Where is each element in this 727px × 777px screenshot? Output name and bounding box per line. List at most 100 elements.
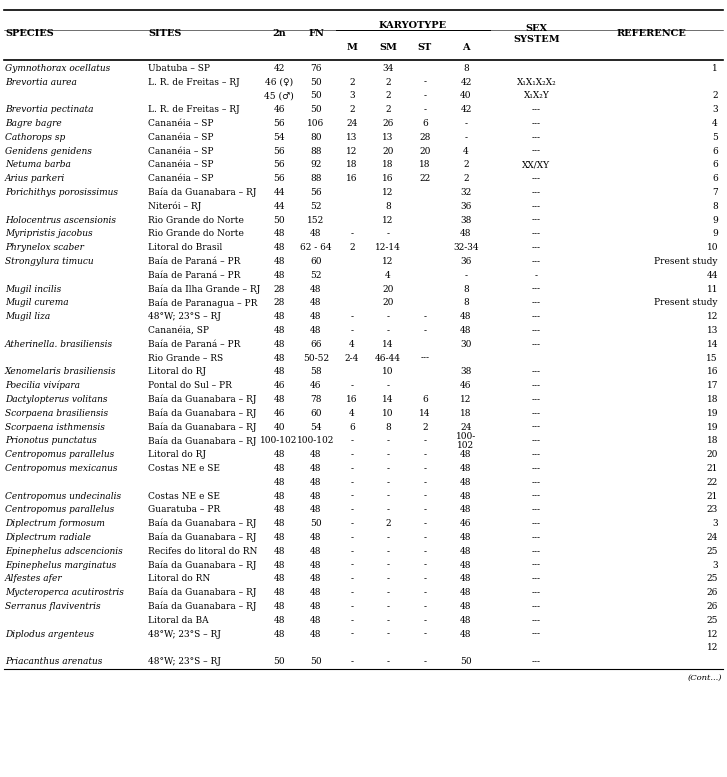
Text: 32-34: 32-34	[453, 243, 479, 253]
Text: -: -	[465, 119, 467, 128]
Text: Scorpaena isthmensis: Scorpaena isthmensis	[5, 423, 105, 431]
Text: 46: 46	[273, 382, 285, 390]
Text: Cananéia, SP: Cananéia, SP	[148, 326, 209, 335]
Text: 80: 80	[310, 133, 322, 141]
Text: ---: ---	[532, 243, 541, 253]
Text: 46: 46	[310, 382, 322, 390]
Text: 10: 10	[382, 409, 394, 418]
Text: Recifes do litoral do RN: Recifes do litoral do RN	[148, 547, 257, 556]
Text: ---: ---	[532, 519, 541, 528]
Text: 21: 21	[707, 464, 718, 473]
Text: 2-4: 2-4	[345, 354, 359, 363]
Text: 25: 25	[707, 574, 718, 584]
Text: ---: ---	[532, 105, 541, 114]
Text: Gymnothorax ocellatus: Gymnothorax ocellatus	[5, 64, 111, 73]
Text: 2: 2	[463, 160, 469, 169]
Text: ---: ---	[532, 202, 541, 211]
Text: 48: 48	[273, 602, 285, 611]
Text: 8: 8	[712, 202, 718, 211]
Text: Baía da Ilha Grande – RJ: Baía da Ilha Grande – RJ	[148, 284, 260, 294]
Text: 92: 92	[310, 160, 321, 169]
Text: 3: 3	[712, 519, 718, 528]
Text: Cathorops sp: Cathorops sp	[5, 133, 65, 141]
Text: -: -	[424, 519, 427, 528]
Text: 48: 48	[310, 505, 322, 514]
Text: 48: 48	[310, 616, 322, 625]
Text: 13: 13	[346, 133, 358, 141]
Text: Strongylura timucu: Strongylura timucu	[5, 257, 94, 266]
Text: ---: ---	[532, 188, 541, 197]
Text: 2: 2	[385, 78, 391, 86]
Text: Baía da Guanabara – RJ: Baía da Guanabara – RJ	[148, 519, 257, 528]
Text: 12: 12	[707, 629, 718, 639]
Text: 48: 48	[460, 560, 472, 570]
Text: 45 (♂): 45 (♂)	[264, 92, 294, 100]
Text: 46: 46	[460, 519, 472, 528]
Text: 2: 2	[463, 174, 469, 183]
Text: 50: 50	[310, 657, 322, 666]
Text: 1: 1	[712, 64, 718, 73]
Text: 12: 12	[346, 147, 358, 155]
Text: -: -	[424, 574, 427, 584]
Text: 48: 48	[460, 312, 472, 321]
Text: 48: 48	[273, 478, 285, 486]
Text: KARYOTYPE: KARYOTYPE	[379, 20, 447, 30]
Text: Litoral do Brasil: Litoral do Brasil	[148, 243, 222, 253]
Text: -: -	[350, 560, 353, 570]
Text: Centropomus mexicanus: Centropomus mexicanus	[5, 464, 118, 473]
Text: 44: 44	[273, 188, 285, 197]
Text: 6: 6	[712, 160, 718, 169]
Text: 48°W; 23°S – RJ: 48°W; 23°S – RJ	[148, 657, 221, 666]
Text: -: -	[350, 478, 353, 486]
Text: 16: 16	[346, 174, 358, 183]
Text: 19: 19	[707, 409, 718, 418]
Text: 56: 56	[310, 188, 322, 197]
Text: 2: 2	[385, 105, 391, 114]
Text: -: -	[350, 505, 353, 514]
Text: 50: 50	[310, 78, 322, 86]
Text: 20: 20	[419, 147, 430, 155]
Text: 38: 38	[460, 215, 472, 225]
Text: 19: 19	[707, 423, 718, 431]
Text: X₁X₂Y: X₁X₂Y	[523, 92, 550, 100]
Text: 60: 60	[310, 409, 322, 418]
Text: (Cont...): (Cont...)	[688, 674, 722, 682]
Text: Cananéia – SP: Cananéia – SP	[148, 119, 214, 128]
Text: 2: 2	[385, 92, 391, 100]
Text: 48: 48	[273, 629, 285, 639]
Text: Genidens genidens: Genidens genidens	[5, 147, 92, 155]
Text: 17: 17	[707, 382, 718, 390]
Text: 6: 6	[712, 174, 718, 183]
Text: -: -	[424, 588, 427, 598]
Text: Present study: Present study	[654, 257, 718, 266]
Text: 24: 24	[707, 533, 718, 542]
Text: Baía da Guanabara – RJ: Baía da Guanabara – RJ	[148, 533, 257, 542]
Text: -: -	[350, 450, 353, 459]
Text: 2: 2	[422, 423, 427, 431]
Text: Cananéia – SP: Cananéia – SP	[148, 147, 214, 155]
Text: Prionotus punctatus: Prionotus punctatus	[5, 437, 97, 445]
Text: Rio Grande do Norte: Rio Grande do Norte	[148, 215, 244, 225]
Text: -: -	[387, 229, 390, 239]
Text: -: -	[387, 450, 390, 459]
Text: 2: 2	[385, 519, 391, 528]
Text: ---: ---	[532, 229, 541, 239]
Text: 48: 48	[273, 505, 285, 514]
Text: Diplodus argenteus: Diplodus argenteus	[5, 629, 94, 639]
Text: ---: ---	[532, 437, 541, 445]
Text: ---: ---	[532, 326, 541, 335]
Text: ---: ---	[532, 616, 541, 625]
Text: ---: ---	[532, 147, 541, 155]
Text: 48: 48	[310, 326, 322, 335]
Text: Diplectrum formosum: Diplectrum formosum	[5, 519, 105, 528]
Text: 7: 7	[712, 188, 718, 197]
Text: 12: 12	[382, 188, 394, 197]
Text: SM: SM	[379, 44, 397, 53]
Text: 48: 48	[310, 533, 322, 542]
Text: 10: 10	[707, 243, 718, 253]
Text: 48: 48	[310, 547, 322, 556]
Text: Ubatuba – SP: Ubatuba – SP	[148, 64, 210, 73]
Text: 26: 26	[707, 588, 718, 598]
Text: Netuma barba: Netuma barba	[5, 160, 71, 169]
Text: 2n: 2n	[272, 30, 286, 39]
